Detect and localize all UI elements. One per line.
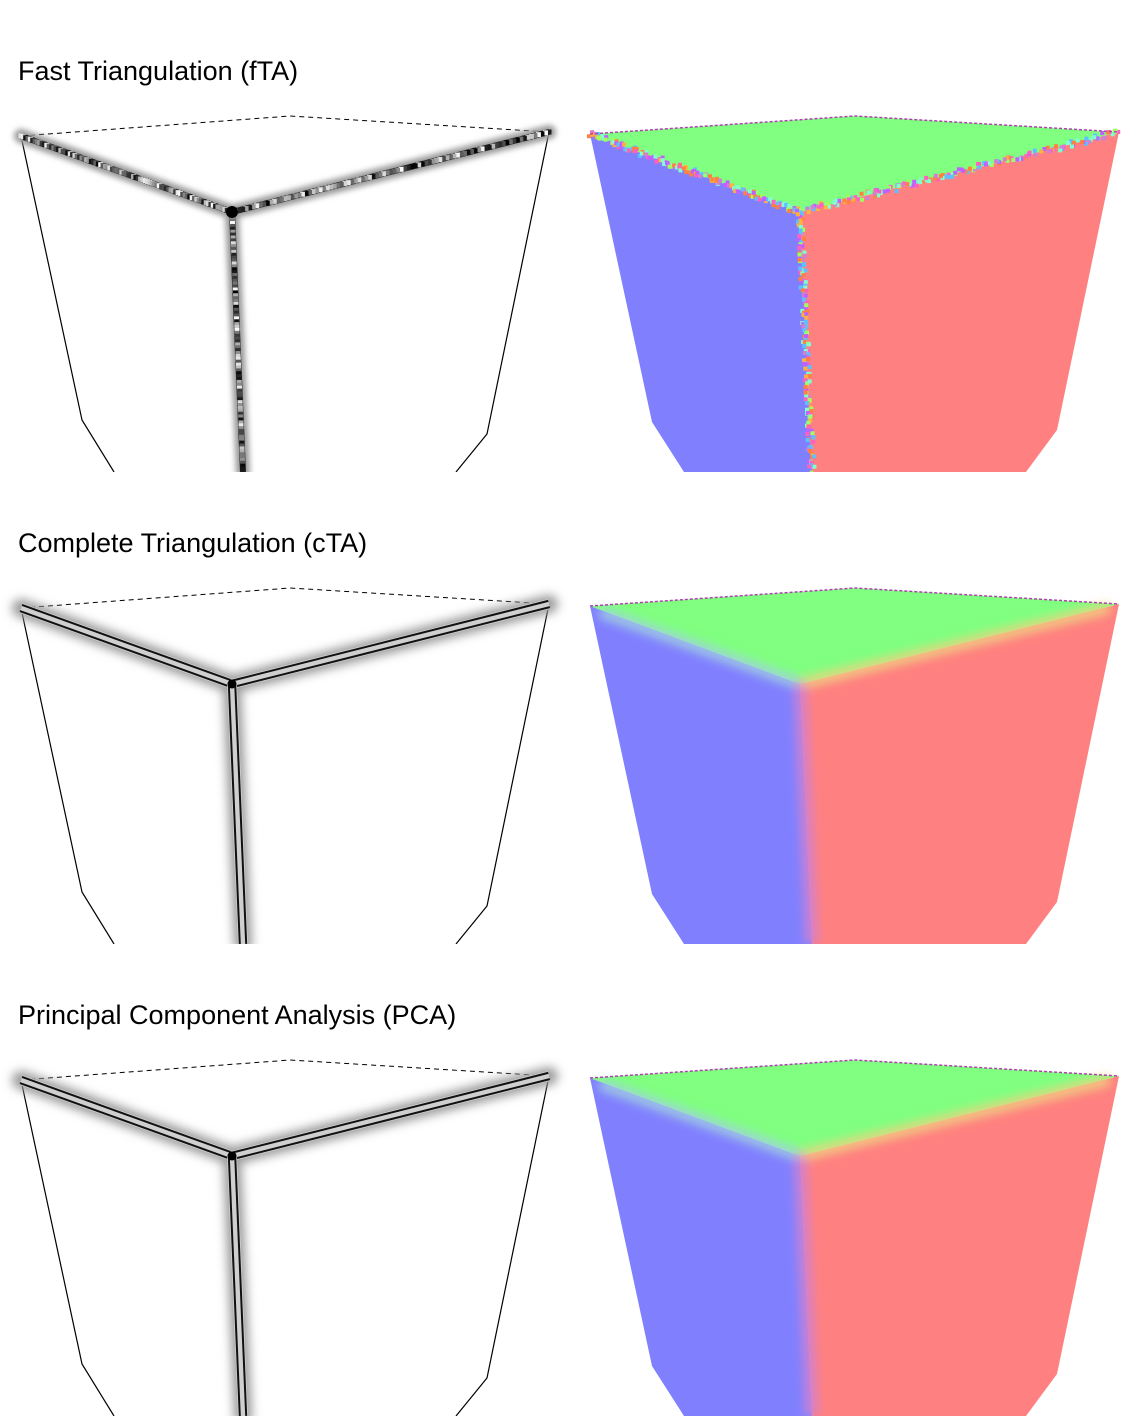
section-title-pca: Principal Component Analysis (PCA) [18, 1000, 457, 1030]
back-rim [589, 587, 1120, 607]
pca-panel [12, 1059, 1120, 1416]
left-face [590, 606, 812, 944]
normal-map-view [586, 115, 1121, 472]
right-silhouette-edge [455, 1075, 550, 1416]
edge-glow [14, 125, 556, 472]
right-face [800, 1076, 1119, 1416]
crease-edge [227, 683, 248, 944]
left-face [590, 1078, 812, 1416]
edge-glow [12, 1067, 558, 1416]
edge-response-view [12, 587, 558, 944]
left-silhouette-edge [20, 607, 115, 944]
left-face [590, 134, 812, 472]
crease-edge [230, 1071, 551, 1161]
normal-map-view [589, 587, 1120, 944]
left-silhouette-edge [20, 1079, 115, 1416]
back-rim [589, 115, 1120, 135]
corner-vertex [227, 679, 237, 689]
edge-glow [12, 595, 558, 944]
right-face [800, 132, 1119, 472]
corner-vertex [226, 206, 238, 218]
blended-normal-edge [598, 603, 1112, 944]
section-title-fta: Fast Triangulation (fTA) [18, 56, 299, 86]
hidden-back-edges [20, 1059, 550, 1081]
cta-panel [12, 587, 1120, 944]
noisy-normal-edge [809, 470, 814, 472]
edge-response-view [12, 1059, 558, 1416]
crease-edge [227, 1155, 248, 1416]
right-silhouette-edge [455, 131, 550, 472]
crease-edge [19, 1075, 234, 1161]
top-face [590, 116, 1119, 212]
top-face [590, 1060, 1119, 1156]
blended-normal-edge [598, 1075, 1112, 1416]
normal-map-view [589, 1059, 1120, 1416]
fta-panel [14, 115, 1121, 472]
right-face [800, 604, 1119, 944]
hidden-back-edges [20, 115, 550, 137]
top-face [590, 588, 1119, 684]
edge-response-view [14, 115, 556, 472]
back-rim [589, 1059, 1120, 1079]
left-silhouette-edge [20, 135, 115, 472]
crease-edge [230, 599, 551, 689]
crease-edge [19, 603, 234, 689]
section-title-cta: Complete Triangulation (cTA) [18, 528, 368, 558]
corner-vertex [227, 1151, 237, 1161]
hidden-back-edges [20, 587, 550, 609]
right-silhouette-edge [455, 603, 550, 944]
